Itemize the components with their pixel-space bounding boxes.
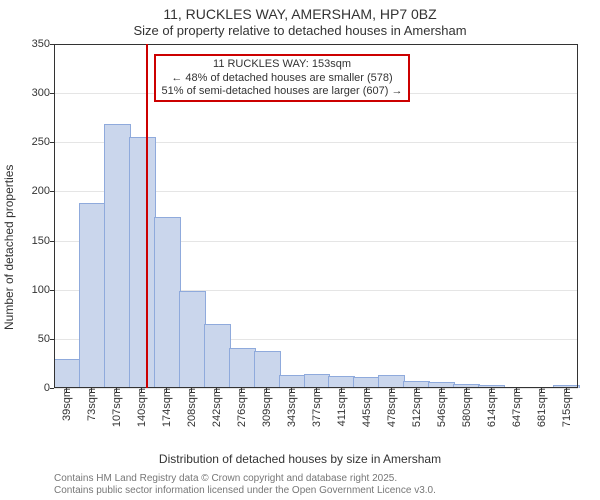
x-tick: 174sqm: [159, 388, 173, 427]
histogram-plot: 05010015020025030035039sqm73sqm107sqm140…: [54, 44, 578, 388]
x-tick: 614sqm: [484, 388, 498, 427]
x-tick: 512sqm: [409, 388, 423, 427]
x-tick: 478sqm: [384, 388, 398, 427]
histogram-bar: [79, 203, 106, 388]
callout-line3: 51% of semi-detached houses are larger (…: [162, 85, 403, 98]
x-tick: 107sqm: [109, 388, 123, 427]
property-marker-line: [146, 44, 148, 388]
histogram-bar: [179, 291, 206, 388]
histogram-bar: [304, 374, 331, 388]
x-tick: 377sqm: [309, 388, 323, 427]
callout-line1: 11 RUCKLES WAY: 153sqm: [162, 58, 403, 71]
x-tick: 39sqm: [59, 388, 73, 421]
histogram-bar: [204, 324, 231, 388]
property-callout: 11 RUCKLES WAY: 153sqm← 48% of detached …: [154, 54, 411, 102]
x-tick: 208sqm: [184, 388, 198, 427]
x-tick: 580sqm: [459, 388, 473, 427]
y-axis-label: Number of detached properties: [2, 165, 16, 330]
x-tick: 73sqm: [84, 388, 98, 421]
histogram-bar: [129, 137, 156, 388]
x-tick: 546sqm: [434, 388, 448, 427]
callout-line2: ← 48% of detached houses are smaller (57…: [162, 72, 403, 85]
x-tick: 715sqm: [559, 388, 573, 427]
x-tick: 242sqm: [209, 388, 223, 427]
x-tick: 276sqm: [234, 388, 248, 427]
x-tick: 411sqm: [334, 388, 348, 426]
title-line2: Size of property relative to detached ho…: [0, 23, 600, 38]
histogram-bar: [104, 124, 131, 388]
x-tick: 309sqm: [259, 388, 273, 427]
histogram-bar: [154, 217, 181, 388]
x-tick: 681sqm: [534, 388, 548, 427]
x-axis-label: Distribution of detached houses by size …: [0, 452, 600, 466]
x-tick: 140sqm: [134, 388, 148, 427]
histogram-bar: [229, 348, 256, 388]
footer-licence: Contains HM Land Registry data © Crown c…: [54, 473, 436, 496]
histogram-bar: [254, 351, 281, 388]
x-tick: 445sqm: [359, 388, 373, 427]
histogram-bar: [54, 359, 81, 388]
title-line1: 11, RUCKLES WAY, AMERSHAM, HP7 0BZ: [0, 0, 600, 23]
x-tick: 647sqm: [509, 388, 523, 427]
footer-line1: Contains HM Land Registry data © Crown c…: [54, 473, 436, 485]
footer-line2: Contains public sector information licen…: [54, 485, 436, 497]
x-tick: 343sqm: [284, 388, 298, 427]
